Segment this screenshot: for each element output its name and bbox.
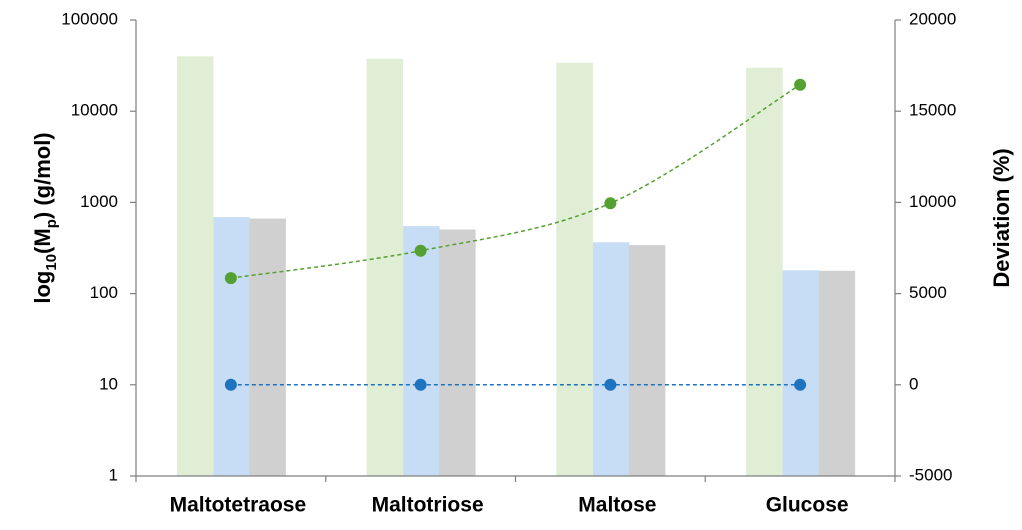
bar-s3-maltotetraose bbox=[249, 218, 286, 477]
left-axis-title-sub1: 10 bbox=[43, 254, 60, 271]
right-tick-label: 15000 bbox=[909, 101, 956, 120]
left-tick-label: 1 bbox=[109, 465, 118, 484]
point-s2-maltotriose bbox=[414, 378, 427, 391]
bar-s2-maltose bbox=[592, 242, 630, 476]
left-tick-label: 1000 bbox=[80, 192, 118, 211]
ticks-layer: 1 10 100 1000 10000 100000 -5000 0 5000 10000 1500… bbox=[61, 9, 956, 516]
x-category-label: Maltotetraose bbox=[170, 494, 307, 517]
left-tick-label: 10000 bbox=[71, 101, 118, 120]
left-tick-label: 10 bbox=[99, 374, 118, 393]
bar-s2-maltotriose bbox=[403, 226, 440, 476]
point-s1-maltose bbox=[604, 197, 617, 210]
bar-s1-glucose bbox=[746, 67, 783, 477]
left-axis-title-end: ) (g/mol) bbox=[30, 132, 55, 219]
line-series-1 bbox=[230, 84, 801, 279]
bar-s3-maltose bbox=[628, 245, 666, 476]
left-axis-title-main: log bbox=[30, 271, 55, 304]
right-axis-title: Deviation (%) bbox=[989, 148, 1014, 287]
bar-s1-maltotetraose bbox=[176, 56, 214, 477]
left-tick-label: 100 bbox=[90, 283, 118, 302]
point-s1-glucose bbox=[794, 78, 807, 91]
point-s1-maltotriose bbox=[414, 244, 427, 257]
point-s2-maltotetraose bbox=[224, 378, 237, 391]
point-s2-maltose bbox=[604, 378, 617, 391]
bar-s2-glucose bbox=[782, 270, 820, 476]
left-axis-title-mid: (M bbox=[30, 228, 55, 254]
point-s2-glucose bbox=[794, 378, 807, 391]
bar-s3-glucose bbox=[818, 270, 856, 476]
lines-layer bbox=[224, 78, 807, 391]
bar-s1-maltotriose bbox=[366, 58, 404, 476]
bars-layer bbox=[176, 56, 856, 477]
bar-s1-maltose bbox=[556, 62, 593, 476]
x-category-label: Maltotriose bbox=[372, 494, 484, 517]
left-axis-title: log10(Mp) (g/mol) bbox=[30, 132, 61, 303]
right-tick-label: -5000 bbox=[909, 465, 952, 484]
bar-s3-maltotriose bbox=[439, 229, 476, 476]
right-tick-label: 5000 bbox=[909, 283, 947, 302]
left-tick-label: 100000 bbox=[61, 9, 118, 28]
right-tick-label: 20000 bbox=[909, 9, 956, 28]
left-axis-title-sub2: p bbox=[43, 219, 60, 228]
point-s1-maltotetraose bbox=[224, 272, 237, 285]
right-tick-label: 0 bbox=[909, 374, 918, 393]
x-category-label: Maltose bbox=[578, 494, 656, 517]
bar-s2-maltotetraose bbox=[213, 217, 250, 476]
right-tick-label: 10000 bbox=[909, 192, 956, 211]
x-category-label: Glucose bbox=[766, 494, 849, 517]
